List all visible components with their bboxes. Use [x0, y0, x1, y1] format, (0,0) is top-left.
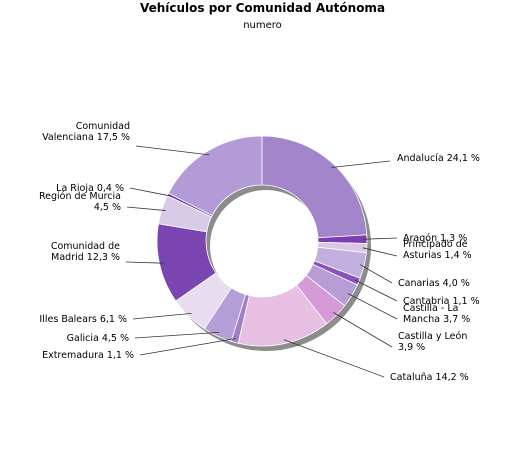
slice-label: Extremadura 1,1 %	[42, 350, 134, 361]
slice-label: Andalucía 24,1 %	[397, 153, 480, 164]
slice-label: Castilla - La Mancha 3,7 %	[403, 303, 470, 325]
leader-line	[333, 312, 393, 348]
slice-comunidad-valenciana	[167, 135, 263, 217]
leader-line	[129, 187, 172, 197]
slice-label: Comunidad de Madrid 12,3 %	[51, 241, 120, 263]
donut-slices	[156, 135, 368, 347]
slice-label: La Rioja 0,4 %	[56, 183, 124, 194]
slice-label: Cantabria 1,1 %	[403, 296, 480, 307]
leader-line	[331, 160, 391, 168]
leader-line	[283, 339, 385, 378]
leader-line	[354, 279, 398, 302]
leader-line	[359, 264, 393, 284]
leader-line	[125, 261, 164, 264]
slice-label: Principado de Asturias 1,4 %	[403, 239, 472, 261]
slice-label: Illes Balears 6,1 %	[39, 314, 127, 325]
slice-andaluc-a	[261, 135, 368, 239]
slice-label: Aragón 1,3 %	[403, 233, 467, 244]
slice-label: Galicia 4,5 %	[67, 333, 129, 344]
chart-title: Vehículos por Comunidad Autónoma	[139, 1, 386, 15]
leader-line	[132, 312, 192, 320]
slice-label: Cataluña 14,2 %	[390, 372, 469, 383]
leader-line	[362, 237, 398, 240]
leader-line	[126, 206, 166, 211]
slice-label: Región de Murcia 4,5 %	[39, 191, 121, 213]
leader-lines	[125, 145, 398, 378]
chart-subtitle: numero	[243, 20, 282, 31]
slice-label: Castilla y León 3,9 %	[398, 331, 467, 353]
leader-line	[134, 332, 220, 339]
slice-labels: Andalucía 24,1 % Aragón 1,3 %Principado d…	[39, 121, 480, 383]
slice-label: Canarias 4,0 %	[398, 278, 470, 289]
slice-label: Comunidad Valenciana 17,5 %	[42, 121, 130, 143]
leader-line	[139, 338, 236, 356]
leader-line	[135, 145, 210, 156]
leader-line	[348, 293, 398, 320]
leader-line	[362, 247, 398, 257]
